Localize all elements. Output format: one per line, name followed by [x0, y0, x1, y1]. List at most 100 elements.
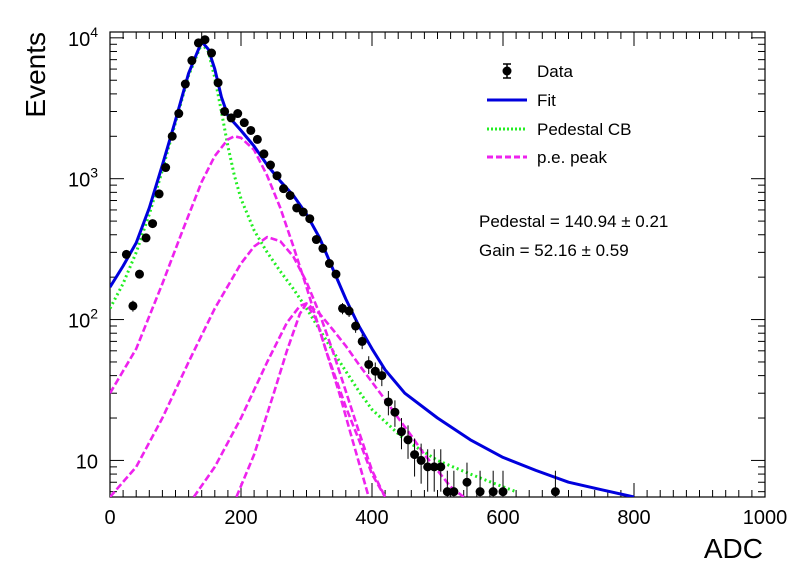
data-point [292, 203, 302, 213]
data-point [403, 425, 413, 459]
data-point [396, 418, 406, 450]
data-marker [410, 450, 420, 460]
data-marker [265, 160, 275, 170]
data-point [213, 78, 223, 88]
data-marker [128, 301, 138, 311]
data-marker [239, 118, 249, 128]
data-point [410, 438, 420, 477]
axis-ticks [109, 32, 766, 497]
data-point [442, 470, 452, 497]
data-point [272, 171, 282, 181]
data-marker [488, 487, 498, 497]
annotation-pedestal: Pedestal = 140.94 ± 0.21 [479, 212, 668, 231]
data-marker [161, 163, 171, 173]
data-marker [550, 487, 560, 497]
data-point [429, 449, 439, 492]
legend-label-data: Data [537, 62, 573, 81]
legend-label-fit: Fit [537, 91, 556, 110]
data-point [331, 269, 341, 279]
data-marker [246, 125, 256, 135]
data-point [154, 189, 164, 199]
data-marker [396, 427, 406, 437]
data-marker [383, 397, 393, 407]
data-point [436, 449, 446, 492]
data-marker [259, 149, 269, 159]
data-points [121, 35, 560, 497]
data-marker [226, 113, 236, 123]
legend: Data Fit Pedestal CB p.e. peak [487, 62, 632, 167]
y-tick-label: 103 [68, 165, 98, 192]
data-point [390, 400, 400, 427]
data-point [550, 470, 560, 497]
data-point [180, 79, 190, 89]
data-marker [213, 78, 223, 88]
pe-peak-curve [110, 235, 387, 497]
data-marker [298, 207, 308, 217]
data-point [383, 391, 393, 416]
data-point [174, 109, 184, 119]
data-marker [252, 134, 262, 144]
data-point [298, 207, 308, 217]
data-point [259, 149, 269, 159]
legend-item-fit: Fit [487, 91, 556, 110]
data-marker [462, 477, 472, 487]
data-point [311, 235, 321, 245]
data-point [285, 190, 295, 200]
data-marker [498, 487, 508, 497]
data-point [488, 470, 498, 497]
data-marker [364, 359, 374, 369]
data-marker [436, 462, 446, 472]
data-point [279, 184, 289, 194]
data-point [187, 56, 197, 66]
data-marker [318, 243, 328, 253]
x-tick-label: 600 [486, 507, 519, 529]
data-point [167, 131, 177, 141]
data-point [148, 219, 158, 229]
data-marker [331, 269, 341, 279]
data-marker [357, 336, 367, 346]
y-tick-label: 104 [68, 24, 98, 51]
x-tick-label: 400 [355, 507, 388, 529]
data-point [141, 233, 151, 243]
data-marker [200, 35, 210, 45]
data-point [475, 470, 485, 497]
data-marker [141, 233, 151, 243]
pe-peak-curve [235, 302, 370, 497]
data-marker [180, 79, 190, 89]
data-marker [442, 487, 452, 497]
data-marker [272, 171, 282, 181]
data-marker [370, 366, 380, 376]
data-point [265, 160, 275, 170]
data-point [498, 470, 508, 497]
data-marker [305, 214, 315, 224]
data-marker [220, 106, 230, 116]
data-point [370, 362, 380, 382]
data-point [377, 366, 387, 387]
y-tick-labels: 10 102 103 104 [68, 24, 98, 474]
data-point [233, 109, 243, 119]
legend-label-pedestal: Pedestal CB [537, 120, 632, 139]
data-point [200, 35, 210, 45]
data-marker [167, 131, 177, 141]
legend-marker-data [502, 66, 512, 76]
data-point [416, 443, 426, 484]
data-point [239, 118, 249, 128]
data-point [423, 449, 433, 492]
data-point [246, 125, 256, 135]
data-marker [121, 249, 131, 259]
legend-item-data: Data [502, 62, 573, 81]
legend-item-pe: p.e. peak [487, 148, 607, 167]
data-point [161, 163, 171, 173]
y-axis-title: Events [20, 32, 51, 118]
data-marker [134, 269, 144, 279]
pe-peak-curve [110, 135, 387, 497]
x-tick-label: 0 [104, 507, 115, 529]
legend-item-pedestal: Pedestal CB [487, 120, 632, 139]
data-point [207, 48, 217, 58]
legend-label-pe: p.e. peak [537, 148, 607, 167]
data-point [305, 214, 315, 224]
data-marker [344, 306, 354, 316]
data-marker [148, 219, 158, 229]
